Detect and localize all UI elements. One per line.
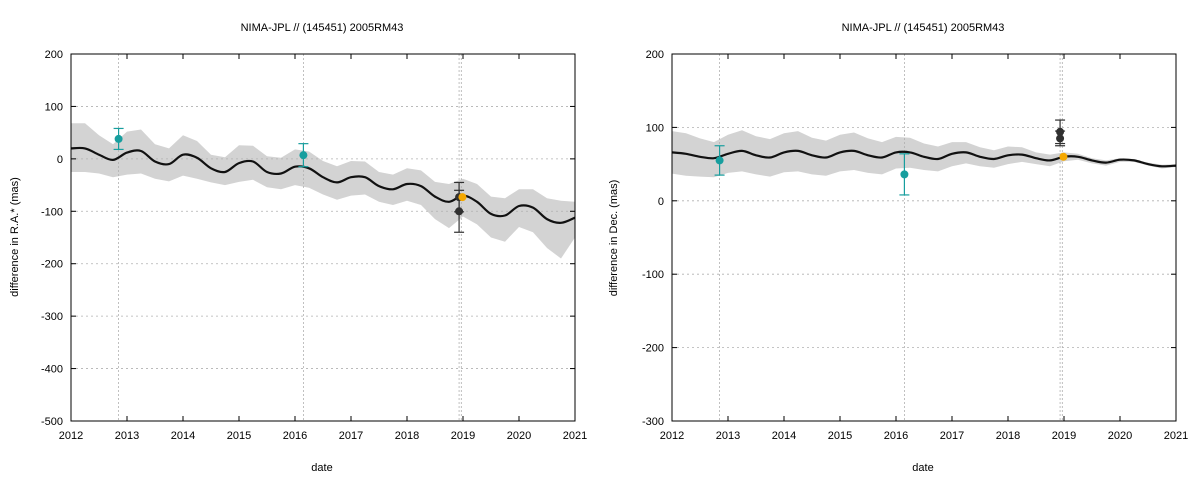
- y-axis-label: difference in R.A.* (mas): [9, 177, 21, 297]
- y-tick-label: -300: [642, 416, 664, 428]
- chart-title: NIMA-JPL // (145451) 2005RM43: [842, 22, 1005, 34]
- x-tick-label: 2013: [716, 430, 740, 442]
- x-axis-label: date: [912, 462, 933, 474]
- observation-point: [1056, 134, 1065, 143]
- x-tick-label: 2017: [339, 430, 363, 442]
- x-tick-label: 2012: [660, 430, 684, 442]
- y-tick-label: -200: [41, 259, 63, 271]
- y-tick-label: 0: [57, 154, 63, 166]
- observation-point: [114, 134, 123, 143]
- uncertainty-band: [71, 123, 575, 259]
- y-tick-label: -500: [41, 416, 63, 428]
- plot-frame: [671, 53, 1177, 422]
- x-tick-label: 2020: [1108, 430, 1132, 442]
- x-tick-label: 2019: [451, 430, 475, 442]
- observation-point: [715, 156, 724, 165]
- uncertainty-band: [672, 130, 1176, 178]
- x-tick-label: 2015: [828, 430, 852, 442]
- observation-point: [455, 207, 464, 216]
- observation-point: [299, 151, 308, 160]
- observation-point: [900, 170, 909, 179]
- y-axis-label: difference in Dec. (mas): [608, 180, 620, 297]
- x-tick-label: 2014: [171, 430, 195, 442]
- x-tick-label: 2014: [772, 430, 796, 442]
- y-tick-label: -100: [41, 206, 63, 218]
- x-tick-label: 2015: [227, 430, 251, 442]
- plot-layer: 200 100 0 -100 -200 -300 -400 -500 2012 2013 2014 2…: [41, 49, 587, 442]
- y-tick-label: -100: [642, 269, 664, 281]
- y-tick-label: -300: [41, 311, 63, 323]
- y-tick-label: 0: [658, 196, 664, 208]
- y-tick-label: -200: [642, 343, 664, 355]
- x-tick-label: 2013: [115, 430, 139, 442]
- model-curve: [671, 149, 1177, 168]
- y-tick-label: -400: [41, 364, 63, 376]
- x-tick-label: 2020: [507, 430, 531, 442]
- y-tick-label: 100: [646, 122, 664, 134]
- x-tick-label: 2012: [59, 430, 83, 442]
- x-tick-label: 2016: [283, 430, 307, 442]
- chart-title: NIMA-JPL // (145451) 2005RM43: [241, 22, 404, 34]
- x-tick-label: 2017: [940, 430, 964, 442]
- x-tick-label: 2018: [996, 430, 1020, 442]
- dec-difference-chart: 200 100 0 -100 -200 -300 2012 2013 2014 2015 2016 2…: [608, 22, 1188, 474]
- y-tick-label: 200: [646, 49, 664, 61]
- observation-point: [1059, 152, 1068, 161]
- model-curve: [70, 146, 576, 224]
- y-tick-label: 100: [45, 101, 63, 113]
- plot-frame: [70, 53, 576, 422]
- x-tick-label: 2016: [884, 430, 908, 442]
- x-tick-label: 2021: [563, 430, 587, 442]
- plot-layer: 200 100 0 -100 -200 -300 2012 2013 2014 2015 2016 2…: [642, 49, 1188, 442]
- x-tick-label: 2019: [1052, 430, 1076, 442]
- observation-point: [458, 193, 467, 202]
- x-axis-label: date: [311, 462, 332, 474]
- ra-difference-chart: 200 100 0 -100 -200 -300 -400 -500 2012 2013 2014 2…: [9, 22, 587, 474]
- x-tick-label: 2018: [395, 430, 419, 442]
- x-tick-label: 2021: [1164, 430, 1188, 442]
- y-tick-label: 200: [45, 49, 63, 61]
